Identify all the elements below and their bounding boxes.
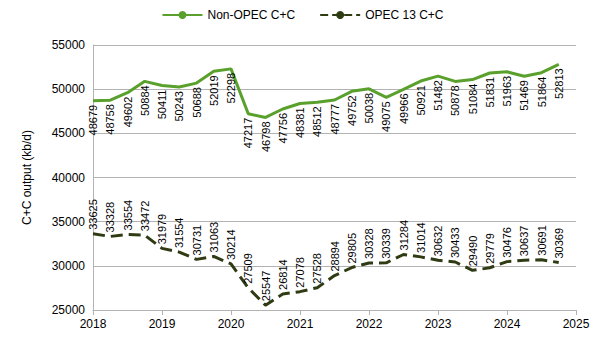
svg-text:51831: 51831 [484, 77, 496, 108]
svg-text:52813: 52813 [553, 68, 565, 99]
svg-text:49075: 49075 [380, 101, 392, 132]
svg-text:49752: 49752 [346, 95, 358, 126]
svg-text:29805: 29805 [346, 233, 358, 264]
svg-text:50688: 50688 [191, 87, 203, 118]
svg-text:30632: 30632 [432, 226, 444, 257]
svg-text:30691: 30691 [536, 225, 548, 256]
svg-text:40000: 40000 [52, 171, 86, 185]
svg-text:2025: 2025 [563, 317, 590, 331]
svg-text:55000: 55000 [52, 38, 86, 52]
svg-text:50000: 50000 [52, 82, 86, 96]
svg-text:2021: 2021 [287, 317, 314, 331]
svg-text:50884: 50884 [139, 85, 151, 116]
svg-text:50921: 50921 [415, 85, 427, 116]
svg-text:30000: 30000 [52, 259, 86, 273]
svg-text:51084: 51084 [467, 84, 479, 115]
svg-text:30369: 30369 [553, 228, 565, 259]
svg-text:51469: 51469 [518, 80, 530, 111]
svg-text:33554: 33554 [122, 200, 134, 231]
svg-text:2024: 2024 [494, 317, 521, 331]
svg-text:51963: 51963 [501, 76, 513, 107]
svg-text:29779: 29779 [484, 233, 496, 264]
svg-text:31014: 31014 [415, 222, 427, 253]
svg-text:50243: 50243 [173, 91, 185, 122]
svg-text:51482: 51482 [432, 80, 444, 111]
svg-text:2020: 2020 [218, 317, 245, 331]
svg-text:31063: 31063 [208, 222, 220, 253]
svg-text:C+C output (kb/d): C+C output (kb/d) [20, 130, 34, 225]
svg-text:30339: 30339 [380, 228, 392, 259]
svg-text:33625: 33625 [87, 199, 99, 230]
svg-text:52019: 52019 [208, 75, 220, 106]
svg-text:31979: 31979 [156, 214, 168, 245]
svg-text:33328: 33328 [104, 202, 116, 233]
svg-text:27509: 27509 [242, 253, 254, 284]
svg-text:30476: 30476 [501, 227, 513, 258]
svg-text:2019: 2019 [149, 317, 176, 331]
svg-text:30433: 30433 [449, 227, 461, 258]
svg-text:50038: 50038 [363, 93, 375, 124]
svg-text:30731: 30731 [191, 225, 203, 256]
svg-text:49966: 49966 [398, 93, 410, 124]
svg-text:48381: 48381 [294, 107, 306, 138]
svg-text:30637: 30637 [518, 226, 530, 257]
svg-text:33472: 33472 [139, 201, 151, 232]
svg-text:27528: 27528 [311, 253, 323, 284]
svg-text:48758: 48758 [104, 104, 116, 135]
svg-text:29490: 29490 [467, 236, 479, 267]
svg-text:50878: 50878 [449, 85, 461, 116]
svg-text:47217: 47217 [242, 118, 254, 149]
svg-text:OPEC 13 C+C: OPEC 13 C+C [365, 8, 444, 22]
svg-text:25000: 25000 [52, 303, 86, 317]
svg-text:51864: 51864 [536, 77, 548, 108]
svg-text:2022: 2022 [356, 317, 383, 331]
svg-text:49602: 49602 [122, 97, 134, 128]
svg-text:28894: 28894 [329, 241, 341, 272]
svg-text:46798: 46798 [260, 121, 272, 152]
svg-text:25547: 25547 [260, 271, 272, 302]
svg-text:47756: 47756 [277, 113, 289, 144]
svg-text:Non-OPEC C+C: Non-OPEC C+C [207, 8, 295, 22]
svg-text:2018: 2018 [80, 317, 107, 331]
svg-text:31284: 31284 [398, 220, 410, 251]
svg-text:30214: 30214 [225, 229, 237, 260]
svg-text:48512: 48512 [311, 106, 323, 137]
svg-text:48679: 48679 [87, 105, 99, 136]
svg-text:31554: 31554 [173, 218, 185, 249]
svg-text:30328: 30328 [363, 228, 375, 259]
svg-text:2023: 2023 [425, 317, 452, 331]
svg-text:27078: 27078 [294, 257, 306, 288]
svg-text:52298: 52298 [225, 73, 237, 104]
svg-text:45000: 45000 [52, 126, 86, 140]
svg-text:35000: 35000 [52, 215, 86, 229]
svg-text:26814: 26814 [277, 259, 289, 290]
svg-text:50411: 50411 [156, 90, 168, 120]
svg-text:48777: 48777 [329, 104, 341, 135]
